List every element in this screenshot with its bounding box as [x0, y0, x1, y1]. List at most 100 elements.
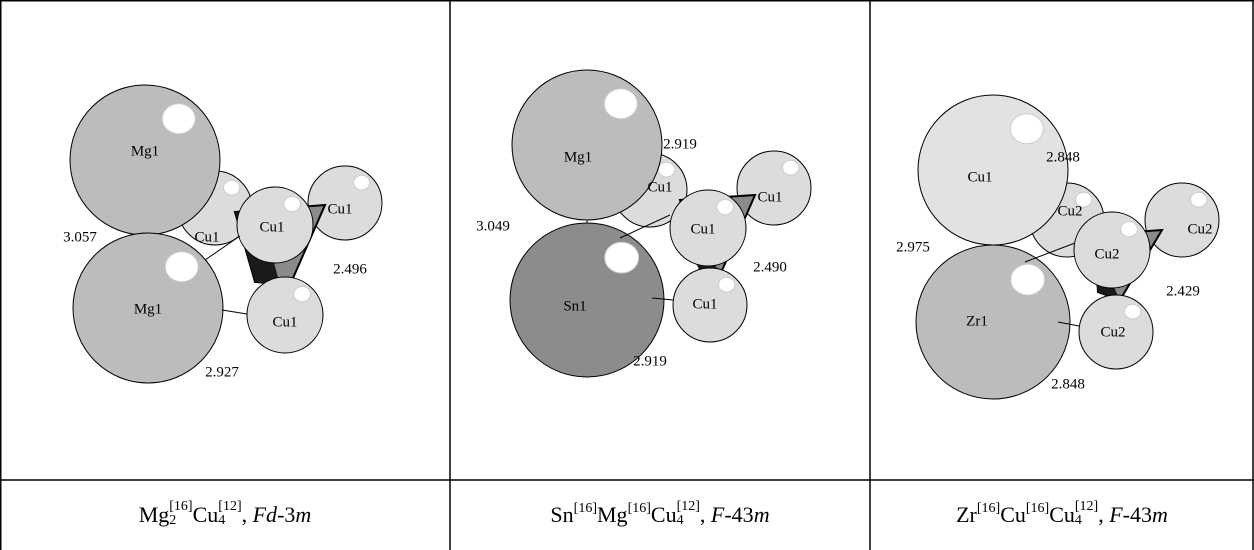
subscript: 2	[169, 514, 192, 528]
atom-label: Cu2	[1094, 246, 1119, 262]
subscript: 4	[1075, 514, 1098, 528]
caption-part: Cu	[1049, 502, 1075, 527]
highlight	[783, 160, 799, 175]
atom-label: Cu1	[692, 296, 717, 312]
distance: 3.057	[63, 229, 97, 245]
highlight	[162, 104, 195, 134]
caption-part: ,	[242, 502, 253, 527]
caption-italic: Fd	[253, 502, 277, 527]
atom-label: Cu1	[757, 189, 782, 205]
caption-text: Zr[16]Cu[16]Cu[12]4, F-43m	[956, 502, 1168, 529]
atom-label: Cu2	[1057, 203, 1082, 219]
caption-part: -3	[277, 502, 295, 527]
caption: Zr[16]Cu[16]Cu[12]4, F-43m	[870, 482, 1254, 548]
caption-italic: m	[1152, 502, 1168, 527]
index-stack: [16]	[574, 512, 597, 516]
subscript: 4	[677, 514, 700, 528]
atom-label: Mg1	[564, 149, 592, 165]
highlight	[1121, 222, 1138, 237]
caption-part: -43	[1123, 502, 1152, 527]
atom-label: Cu1	[327, 201, 352, 217]
distance: 2.496	[333, 261, 367, 277]
superscript: [12]	[1075, 500, 1098, 514]
highlight	[354, 175, 370, 190]
caption-part: Sn	[550, 502, 573, 527]
caption-part: -43	[724, 502, 753, 527]
distance: 2.429	[1166, 283, 1200, 299]
atom	[512, 70, 662, 220]
atom-label: Mg1	[134, 301, 162, 317]
index-stack: [16]2	[169, 500, 192, 528]
distance: 3.049	[476, 218, 510, 234]
index-stack: [12]4	[218, 500, 241, 528]
distance: 2.848	[1046, 149, 1080, 165]
atom	[918, 95, 1068, 245]
atom-label: Cu1	[967, 169, 992, 185]
superscript: [12]	[218, 500, 241, 514]
figure: Mg1 Mg1 Cu1 Cu1 Cu1 Cu1 3.057 2.496 2.92…	[0, 0, 1254, 550]
highlight	[1191, 192, 1207, 207]
highlight	[1125, 304, 1141, 319]
index-stack: [16]	[1026, 512, 1049, 516]
structure-drawing: Mg1 Mg1 Cu1 Cu1 Cu1 Cu1 3.057 2.496 2.92…	[0, 0, 1254, 550]
caption-text: Sn[16]Mg[16]Cu[12]4, F-43m	[550, 502, 769, 529]
index-stack: [12]4	[677, 500, 700, 528]
caption: Sn[16]Mg[16]Cu[12]4, F-43m	[450, 482, 870, 548]
caption-italic: F	[1109, 502, 1122, 527]
highlight	[717, 200, 734, 215]
atom-label: Cu1	[647, 179, 672, 195]
caption-part: ,	[700, 502, 711, 527]
superscript: [16]	[169, 500, 192, 514]
subscript: 4	[218, 514, 241, 528]
caption-part: Cu	[651, 502, 677, 527]
caption-part: Mg	[597, 502, 628, 527]
atom-label: Zr1	[966, 313, 988, 329]
index-stack: [12]4	[1075, 500, 1098, 528]
distance: 2.927	[205, 364, 239, 380]
atom-label: Cu1	[194, 229, 219, 245]
atom	[916, 245, 1070, 399]
distance: 2.490	[753, 259, 787, 275]
atom-label: Cu2	[1100, 324, 1125, 340]
panel-2: Mg1 Cu1 Cu1 Cu1 Sn1 Cu1 2.919 3.049 2.49…	[476, 70, 811, 377]
caption-italic: F	[711, 502, 724, 527]
atom	[70, 85, 220, 235]
atom	[737, 151, 811, 225]
superscript: [16]	[977, 502, 1000, 516]
panel-1: Mg1 Mg1 Cu1 Cu1 Cu1 Cu1 3.057 2.496 2.92…	[63, 85, 382, 383]
highlight	[659, 162, 675, 177]
highlight	[165, 252, 198, 282]
caption-part: ,	[1098, 502, 1109, 527]
atom-label: Mg1	[131, 143, 159, 159]
atom-label: Cu2	[1187, 221, 1212, 237]
highlight	[294, 287, 311, 302]
atom-label: Cu1	[259, 219, 284, 235]
highlight	[284, 197, 301, 212]
superscript: [16]	[574, 502, 597, 516]
highlight	[1010, 114, 1043, 144]
superscript: [16]	[1026, 502, 1049, 516]
highlight	[1011, 264, 1045, 295]
distance: 2.919	[633, 353, 667, 369]
panel-3: Cu1 Cu2 Cu2 Cu2 Zr1 Cu2 2.848 2.975 2.42…	[896, 95, 1219, 399]
distance: 2.975	[896, 239, 930, 255]
caption-part: Cu	[193, 502, 219, 527]
caption-part: Mg	[139, 502, 170, 527]
index-stack: [16]	[628, 512, 651, 516]
superscript: [12]	[677, 500, 700, 514]
caption-part: Zr	[956, 502, 977, 527]
index-stack: [16]	[977, 512, 1000, 516]
distance: 2.848	[1051, 376, 1085, 392]
superscript: [16]	[628, 502, 651, 516]
distance: 2.919	[663, 136, 697, 152]
atom-label: Sn1	[563, 298, 586, 314]
highlight	[604, 89, 637, 119]
atom	[1145, 183, 1219, 257]
highlight	[224, 180, 240, 195]
caption-italic: m	[754, 502, 770, 527]
atom-label: Cu1	[690, 221, 715, 237]
atom-label: Cu1	[272, 314, 297, 330]
caption-part: Cu	[1000, 502, 1026, 527]
